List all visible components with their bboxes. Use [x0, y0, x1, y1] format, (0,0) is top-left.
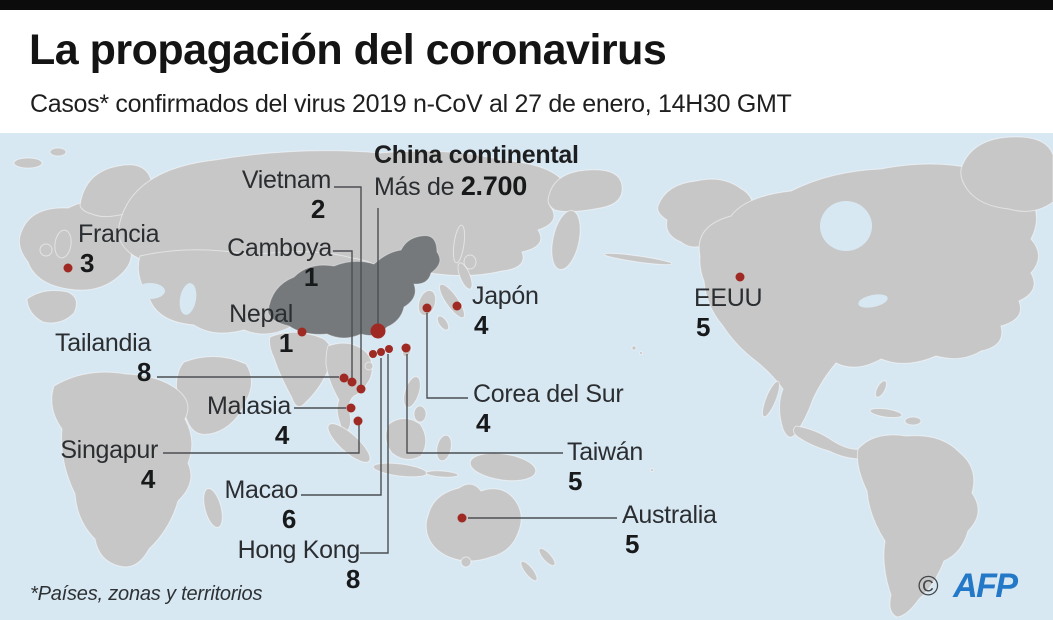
dot-singapur — [353, 416, 363, 426]
footnote: *Países, zonas y territorios — [30, 583, 263, 605]
dot-china-continental — [370, 323, 386, 339]
page-title: La propagación del coronavirus — [29, 26, 667, 74]
leader-lines — [157, 186, 617, 554]
leader-singapur — [163, 425, 360, 454]
tasmania — [460, 556, 472, 568]
dot-tailandia — [339, 373, 349, 383]
pacific-islands — [631, 345, 654, 472]
dot-japon — [452, 301, 462, 311]
dot-australia — [457, 513, 467, 523]
continent-australia — [425, 483, 556, 582]
madagascar — [203, 488, 223, 528]
hudson-bay — [820, 201, 872, 251]
dot-francia — [63, 263, 73, 273]
continent-south-america — [856, 434, 979, 618]
case-dots — [63, 263, 745, 523]
dot-hong-kong — [385, 345, 393, 353]
afp-credit: © AFP — [918, 567, 1018, 606]
world-map: China continental Más de 2.700 Vietnam 2 C… — [0, 133, 1053, 620]
continent-africa — [51, 371, 223, 568]
dot-malasia — [346, 403, 356, 413]
china-mainland-shape — [267, 235, 441, 339]
dot-macao — [377, 348, 385, 356]
continent-north-america — [603, 136, 1053, 460]
dot-camboya — [347, 377, 357, 387]
world-map-svg — [0, 133, 1053, 620]
leader-camboya — [333, 250, 353, 379]
dot-eeuu — [735, 272, 745, 282]
leader-macao — [301, 358, 382, 496]
great-lakes — [858, 294, 888, 308]
page-subtitle: Casos* confirmados del virus 2019 n-CoV … — [30, 90, 792, 118]
new-zealand-north — [538, 547, 556, 567]
leader-taiwan — [406, 354, 563, 454]
cuba — [869, 407, 903, 419]
dot-nepal — [297, 327, 307, 337]
greenland — [960, 136, 1053, 212]
dot-vietnam — [356, 384, 366, 394]
leader-corea-del-sur — [426, 313, 468, 399]
caspian-sea — [179, 283, 197, 315]
top-black-bar — [0, 0, 1053, 10]
copyright-icon: © — [918, 570, 939, 602]
afp-logo: AFP — [953, 567, 1018, 605]
southeast-asia-islands — [327, 418, 537, 482]
dot-corea-del-sur — [422, 303, 432, 313]
new-zealand-south — [520, 560, 538, 582]
leader-vietnam — [334, 186, 362, 386]
leader-hong-kong — [360, 354, 389, 554]
dot-coastal-china — [369, 350, 377, 358]
dot-taiwan — [401, 343, 411, 353]
black-sea — [135, 283, 165, 299]
